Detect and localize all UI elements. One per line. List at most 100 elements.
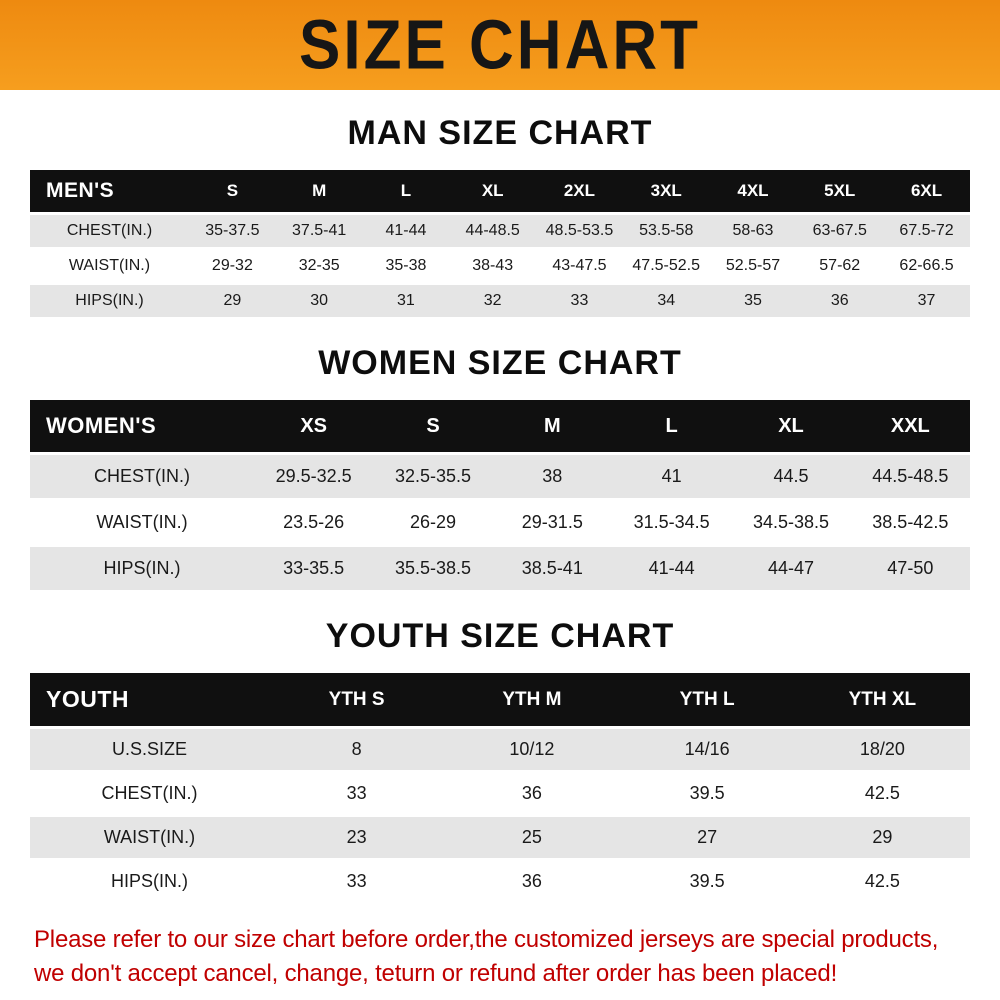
- value-cell: 44-47: [767, 558, 814, 578]
- row-label-cell: CHEST(IN.): [66, 222, 153, 239]
- youth-section-heading: YOUTH SIZE CHART: [325, 617, 675, 655]
- banner: SIZE CHART: [0, 0, 1000, 90]
- value-cell: 33: [570, 292, 589, 309]
- women-table-body: CHEST(IN.) 29.5-32.5 32.5-35.5 38 41 44.5 44.5…: [30, 455, 970, 590]
- footer-notice: Please refer to our size chart before or…: [34, 923, 1000, 991]
- value-cell: 48.5-53.5: [545, 222, 614, 239]
- table-row: HIPS(IN.) 33 36 39.5 42.5: [30, 861, 970, 902]
- value-cell: 42.5: [864, 871, 900, 891]
- value-cell: 47.5-52.5: [632, 257, 701, 274]
- youth-section: YOUTH SIZE CHART YOUTH YTH S YTH M YTH L YTH…: [0, 617, 1000, 905]
- row-label-cell: CHEST(IN.): [101, 783, 198, 803]
- men-table-body: CHEST(IN.) 35-37.5 37.5-41 41-44 44-48.5 48.5…: [30, 215, 970, 317]
- value-cell: 14/16: [684, 739, 730, 759]
- youth-table-header-row: YOUTH YTH S YTH M YTH L YTH XL: [30, 673, 970, 726]
- youth-table-body: U.S.SIZE 8 10/12 14/16 18/20 CHEST(IN.) 33 36 39…: [30, 729, 970, 902]
- men-section-heading: MAN SIZE CHART: [347, 114, 653, 152]
- size-column-header: M: [492, 400, 612, 452]
- value-cell: 29-31.5: [521, 512, 583, 532]
- value-cell: 25: [521, 827, 542, 847]
- value-cell: 10/12: [509, 739, 555, 759]
- table-row: HIPS(IN.) 33-35.5 35.5-38.5 38.5-41 41-44 44-…: [30, 547, 970, 590]
- value-cell: 38.5-42.5: [872, 512, 949, 532]
- size-column-header: XXL: [850, 400, 970, 452]
- value-cell: 57-62: [819, 257, 861, 274]
- value-cell: 35.5-38.5: [394, 558, 472, 578]
- value-cell: 37: [917, 292, 936, 309]
- row-label-cell: U.S.SIZE: [111, 739, 187, 759]
- value-cell: 67.5-72: [899, 222, 954, 239]
- row-label-cell: WAIST(IN.): [103, 827, 196, 847]
- size-column-header: YTH L: [619, 673, 795, 726]
- value-cell: 41-44: [648, 558, 695, 578]
- size-column-header: 4XL: [709, 170, 797, 212]
- value-cell: 31.5-34.5: [633, 512, 710, 532]
- page-title: SIZE CHART: [299, 6, 701, 84]
- row-label-cell: HIPS(IN.): [75, 292, 144, 309]
- size-column-header: YTH XL: [794, 673, 970, 726]
- men-section: MAN SIZE CHART MEN'S S M L XL 2XL 3XL 4XL 5XL 6XL…: [0, 114, 1000, 320]
- women-size-table: WOMEN'S XS S M L XL XXL CHEST(IN.) 29.5-32.5 32.…: [30, 397, 970, 593]
- row-label-cell: WAIST(IN.): [68, 257, 151, 274]
- value-cell: 35-38: [385, 257, 427, 274]
- value-cell: 35: [744, 292, 762, 309]
- women-table-header-row: WOMEN'S XS S M L XL XXL: [30, 400, 970, 452]
- table-row: WAIST(IN.) 23.5-26 26-29 29-31.5 31.5-34.5 34…: [30, 501, 970, 544]
- size-column-header: 2XL: [536, 170, 623, 212]
- value-cell: 8: [351, 739, 362, 759]
- value-cell: 44.5: [773, 466, 809, 486]
- row-label-cell: HIPS(IN.): [103, 558, 181, 578]
- value-cell: 29-32: [211, 257, 253, 274]
- value-cell: 41: [661, 466, 682, 486]
- youth-size-table: YOUTH YTH S YTH M YTH L YTH XL U.S.SIZE 8 10/1…: [30, 670, 970, 905]
- value-cell: 32.5-35.5: [394, 466, 472, 486]
- value-cell: 36: [521, 871, 542, 891]
- value-cell: 39.5: [689, 783, 725, 803]
- value-cell: 52.5-57: [725, 257, 781, 274]
- value-cell: 41-44: [385, 222, 427, 239]
- value-cell: 33: [346, 783, 367, 803]
- notice-line-1: Please refer to our size chart before or…: [34, 926, 939, 953]
- table-row: CHEST(IN.) 35-37.5 37.5-41 41-44 44-48.5 48.5…: [30, 215, 970, 247]
- value-cell: 63-67.5: [812, 222, 867, 239]
- size-column-header: L: [611, 400, 732, 452]
- value-cell: 47-50: [887, 558, 934, 578]
- value-cell: 29.5-32.5: [275, 466, 352, 486]
- table-row: HIPS(IN.) 29 30 31 32 33 34 35 36 37: [30, 285, 970, 317]
- value-cell: 44.5-48.5: [872, 466, 949, 486]
- row-label-cell: CHEST(IN.): [94, 466, 190, 486]
- size-column-header: YTH M: [444, 673, 620, 726]
- value-cell: 23.5-26: [283, 512, 345, 532]
- value-cell: 44-48.5: [465, 222, 520, 239]
- size-column-header: XL: [731, 400, 851, 452]
- value-cell: 58-63: [732, 222, 774, 239]
- value-cell: 38: [542, 466, 563, 486]
- value-cell: 38-43: [472, 257, 514, 274]
- value-cell: 34: [657, 292, 676, 309]
- table-row: CHEST(IN.) 29.5-32.5 32.5-35.5 38 41 44.5 44.5…: [30, 455, 970, 498]
- size-column-header: S: [189, 170, 276, 212]
- value-cell: 26-29: [409, 512, 457, 532]
- table-row: WAIST(IN.) 29-32 32-35 35-38 38-43 43-47.5 47.…: [30, 250, 970, 282]
- value-cell: 62-66.5: [899, 257, 954, 274]
- value-cell: 32-35: [298, 257, 340, 274]
- value-cell: 30: [310, 292, 329, 309]
- men-size-table: MEN'S S M L XL 2XL 3XL 4XL 5XL 6XL CHEST(IN.) 35-3…: [30, 167, 970, 320]
- men-table-header-row: MEN'S S M L XL 2XL 3XL 4XL 5XL 6XL: [30, 170, 970, 212]
- table-row: CHEST(IN.) 33 36 39.5 42.5: [30, 773, 970, 814]
- value-cell: 37.5-41: [292, 222, 347, 239]
- size-column-header: L: [362, 170, 450, 212]
- size-column-header: XL: [449, 170, 537, 212]
- value-cell: 43-47.5: [552, 257, 607, 274]
- size-column-header: M: [275, 170, 363, 212]
- value-cell: 34.5-38.5: [752, 512, 829, 532]
- value-cell: 23: [346, 827, 367, 847]
- table-row: U.S.SIZE 8 10/12 14/16 18/20: [30, 729, 970, 770]
- value-cell: 27: [697, 827, 718, 847]
- row-label-cell: WAIST(IN.): [96, 512, 188, 532]
- women-section-heading: WOMEN SIZE CHART: [318, 344, 682, 382]
- value-cell: 39.5: [689, 871, 725, 891]
- value-cell: 36: [521, 783, 542, 803]
- value-cell: 38.5-41: [521, 558, 583, 578]
